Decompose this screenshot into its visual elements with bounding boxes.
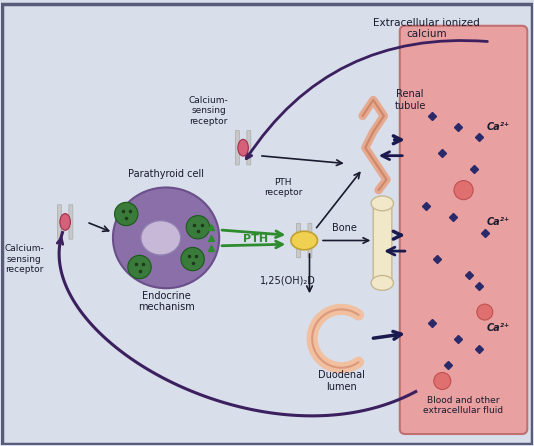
FancyBboxPatch shape [373,203,392,283]
Ellipse shape [371,276,394,290]
Circle shape [186,215,210,239]
Ellipse shape [238,139,248,156]
Ellipse shape [141,221,180,255]
Text: Endocrine
mechanism: Endocrine mechanism [138,291,194,312]
FancyBboxPatch shape [58,205,61,239]
Ellipse shape [299,232,309,249]
Text: Calcium-
sensing
receptor: Calcium- sensing receptor [189,96,229,125]
Text: Duodenal
lumen: Duodenal lumen [318,370,365,392]
FancyBboxPatch shape [69,205,73,239]
Text: Calcium-
sensing
receptor: Calcium- sensing receptor [4,244,44,274]
Text: Ca²⁺: Ca²⁺ [486,217,509,227]
Circle shape [477,304,493,320]
Text: Renal
tubule: Renal tubule [395,89,426,111]
Circle shape [434,372,451,389]
FancyBboxPatch shape [308,223,312,258]
FancyBboxPatch shape [235,131,239,165]
Text: Parathyroid cell: Parathyroid cell [128,169,204,179]
Ellipse shape [113,187,219,288]
Circle shape [454,181,473,200]
FancyBboxPatch shape [400,26,527,434]
Text: PTH: PTH [243,234,268,244]
Text: Bone: Bone [332,223,357,232]
Circle shape [114,202,138,226]
Ellipse shape [291,231,318,250]
Text: Ca²⁺: Ca²⁺ [486,323,509,333]
Circle shape [181,248,205,271]
FancyBboxPatch shape [296,223,301,258]
Circle shape [128,256,151,279]
Text: 1,25(OH)₂D: 1,25(OH)₂D [260,275,316,285]
Text: Extracellular ionized
calcium: Extracellular ionized calcium [373,18,480,39]
FancyBboxPatch shape [247,131,251,165]
Text: PTH
receptor: PTH receptor [264,178,302,197]
Ellipse shape [60,214,70,230]
Ellipse shape [371,196,394,211]
Text: Ca²⁺: Ca²⁺ [486,121,509,132]
Text: Blood and other
extracellular fluid: Blood and other extracellular fluid [423,396,504,416]
